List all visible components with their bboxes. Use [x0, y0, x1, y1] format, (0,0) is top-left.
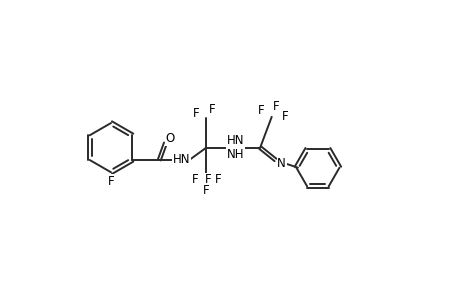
Text: F: F — [192, 107, 199, 120]
Text: F: F — [273, 100, 279, 112]
Text: F: F — [209, 103, 215, 116]
Text: NH: NH — [226, 148, 244, 161]
Text: N: N — [277, 157, 285, 169]
Text: HN: HN — [173, 154, 190, 166]
Text: F: F — [204, 173, 211, 187]
Text: F: F — [282, 110, 288, 123]
Text: F: F — [214, 173, 221, 187]
Text: F: F — [202, 184, 209, 197]
Text: F: F — [107, 175, 114, 188]
Text: HN: HN — [226, 134, 244, 147]
Text: F: F — [257, 104, 263, 117]
Text: O: O — [165, 132, 174, 145]
Text: F: F — [192, 173, 198, 187]
